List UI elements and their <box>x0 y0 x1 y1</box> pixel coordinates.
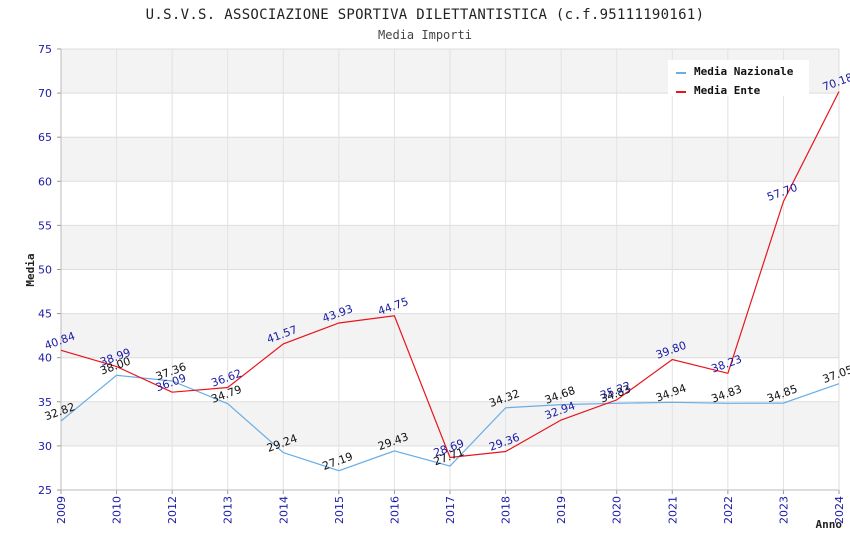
y-tick-label: 40 <box>38 352 52 365</box>
x-tick-label: 2022 <box>722 496 735 524</box>
legend-label-media-nazionale: Media Nazionale <box>694 65 794 78</box>
x-tick-label: 2018 <box>500 496 513 524</box>
chart-subtitle: Media Importi <box>378 28 472 42</box>
legend: Media Nazionale Media Ente <box>668 60 809 97</box>
x-tick-label: 2012 <box>166 496 179 524</box>
chart-title: U.S.V.S. ASSOCIAZIONE SPORTIVA DILETTANT… <box>146 7 705 23</box>
x-axis-label: Anno <box>816 518 843 531</box>
x-tick-label: 2021 <box>666 496 679 524</box>
series-lines <box>60 91 840 472</box>
y-tick-label: 50 <box>38 264 52 277</box>
y-tick-label: 65 <box>38 131 52 144</box>
x-tick-label: 2024 <box>833 496 846 524</box>
legend-box <box>668 60 809 96</box>
x-tick-label: 2016 <box>388 496 401 524</box>
y-tick-label: 70 <box>38 87 52 100</box>
y-tick-label: 45 <box>38 308 52 321</box>
y-axis-label: Media <box>24 253 37 286</box>
x-tick-label: 2013 <box>222 496 235 524</box>
y-tick-label: 35 <box>38 396 52 409</box>
x-tick-label: 2023 <box>777 496 790 524</box>
y-tick-labels: 25 30 35 40 45 50 55 60 65 70 75 <box>38 43 52 497</box>
series-line-media-nazionale <box>60 374 840 472</box>
series-line-media-ente <box>60 91 840 459</box>
x-tick-labels: 2009 2010 2012 2013 2014 2015 2016 2017 2018 2019… <box>55 496 846 524</box>
x-tick-label: 2020 <box>611 496 624 524</box>
y-tick-label: 55 <box>38 219 52 232</box>
axes <box>57 48 840 494</box>
legend-label-media-ente: Media Ente <box>694 84 761 97</box>
x-tick-label: 2014 <box>277 496 290 524</box>
y-tick-label: 25 <box>38 484 52 497</box>
x-tick-label: 2009 <box>55 496 68 524</box>
x-tick-label: 2017 <box>444 496 457 524</box>
x-tick-label: 2010 <box>111 496 124 524</box>
y-tick-label: 30 <box>38 440 52 453</box>
x-tick-label: 2019 <box>555 496 568 524</box>
x-tick-label: 2015 <box>333 496 346 524</box>
y-tick-label: 75 <box>38 43 52 56</box>
y-tick-label: 60 <box>38 175 52 188</box>
